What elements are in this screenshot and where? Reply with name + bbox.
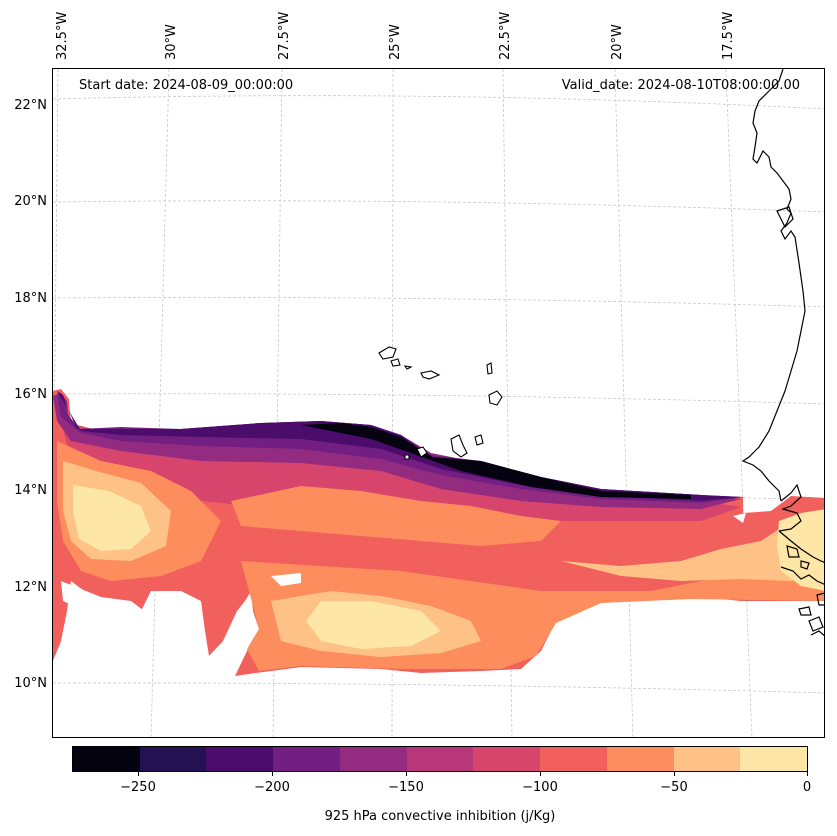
colorbar-tick-mark	[674, 772, 675, 776]
colorbar	[72, 746, 808, 772]
colorbar-bin	[473, 747, 541, 771]
island-santiago	[450, 434, 468, 458]
colorbar-bin	[73, 747, 140, 771]
gridline-lon-22-5w	[502, 69, 513, 737]
coastline-bijagos-3	[798, 606, 812, 616]
no-data-gap-3	[733, 513, 746, 523]
lat-label-12n: 12°N	[14, 580, 47, 595]
colorbar-tick-mark	[540, 772, 541, 776]
coastline-bijagos-4	[808, 616, 824, 632]
gridline-lat-10n	[53, 682, 824, 694]
valid-date-text: Valid_date: 2024-08-10T08:00:00.00	[561, 78, 800, 93]
colorbar-bin	[406, 747, 474, 771]
island-santo-antao	[378, 346, 397, 360]
coastline-gambia	[778, 483, 802, 532]
colorbar-tick-label: −150	[388, 780, 424, 795]
cin-band-darkest	[301, 423, 691, 499]
colorbar-tick-mark	[807, 772, 808, 776]
cape-verde-islands	[378, 346, 503, 460]
colorbar-bin	[139, 747, 207, 771]
lon-label-20w: 20°W	[610, 24, 625, 60]
cin-band-peach-east	[561, 511, 824, 581]
map-canvas	[53, 69, 824, 737]
island-sao-vicente	[390, 358, 401, 367]
lon-label-32-5w: 32.5°W	[55, 11, 70, 60]
lon-label-17-5w: 17.5°W	[721, 11, 736, 60]
lon-label-30w: 30°W	[164, 24, 179, 60]
colorbar-tick-label: −250	[120, 780, 156, 795]
coastline-bijagos-2	[800, 560, 810, 570]
colorbar-tick-label: −200	[254, 780, 290, 795]
colorbar-tick-label: −100	[522, 780, 558, 795]
coastline-guinea	[780, 566, 824, 585]
coastline-guinea-bissau	[778, 530, 824, 563]
gridline-lon-27-5w	[272, 69, 283, 737]
gridline-lat-18n	[53, 297, 824, 308]
colorbar-tick-mark	[138, 772, 139, 776]
gridline-lon-25w	[391, 69, 394, 737]
colorbar-tick-mark	[272, 772, 273, 776]
coastline-bijagos-1	[786, 545, 800, 558]
colorbar-bin	[206, 747, 274, 771]
lon-label-25w: 25°W	[388, 24, 403, 60]
gridline-lon-20w	[614, 69, 634, 737]
cin-band-yellow-west	[73, 485, 151, 551]
gridline-lat-22n	[53, 95, 824, 110]
no-data-gap-1	[61, 581, 151, 629]
coastline-dakar-peninsula	[776, 206, 794, 229]
island-santa-luzia	[403, 365, 413, 370]
cin-band-orange-mid	[231, 486, 561, 546]
coastline-guinea-south	[810, 630, 824, 637]
lat-label-14n: 14°N	[14, 483, 47, 498]
cin-field	[53, 389, 824, 676]
colorbar-bin	[606, 747, 674, 771]
colorbar-bin	[540, 747, 607, 771]
lon-label-22-5w: 22.5°W	[498, 11, 513, 60]
colorbar-bin	[740, 747, 808, 771]
colorbar-bin	[273, 747, 340, 771]
lat-label-20n: 20°N	[14, 194, 47, 209]
colorbar-tick-label: −50	[660, 780, 688, 795]
african-coastline	[741, 69, 824, 637]
colorbar-label: 925 hPa convective inhibition (j/Kg)	[324, 809, 556, 824]
island-sao-nicolau	[420, 370, 441, 380]
island-maio	[474, 434, 484, 446]
lat-label-22n: 22°N	[14, 98, 47, 113]
map-panel	[52, 68, 825, 738]
coastline-bijagos-5	[816, 592, 824, 606]
lat-label-10n: 10°N	[14, 676, 47, 691]
gridline-lon-30w	[150, 69, 170, 737]
gridline-lon-17-5w	[725, 69, 753, 737]
island-fogo	[416, 446, 428, 458]
island-sal	[486, 362, 493, 375]
colorbar-bin	[673, 747, 741, 771]
coastline-mauritania-senegal	[741, 69, 806, 502]
start-date-text: Start date: 2024-08-09_00:00:00	[79, 78, 294, 93]
gridline-lat-16n	[53, 393, 824, 405]
no-data-gap-2	[271, 573, 301, 586]
gridline-lat-20n	[53, 200, 824, 213]
cin-band-yellow-south	[306, 601, 441, 649]
island-boa-vista	[488, 390, 503, 406]
lat-label-16n: 16°N	[14, 387, 47, 402]
colorbar-tick-label: 0	[802, 780, 812, 795]
colorbar-tick-mark	[406, 772, 407, 776]
colorbar-bin	[339, 747, 407, 771]
lon-label-27-5w: 27.5°W	[277, 11, 292, 60]
island-brava	[404, 454, 410, 460]
lat-label-18n: 18°N	[14, 291, 47, 306]
